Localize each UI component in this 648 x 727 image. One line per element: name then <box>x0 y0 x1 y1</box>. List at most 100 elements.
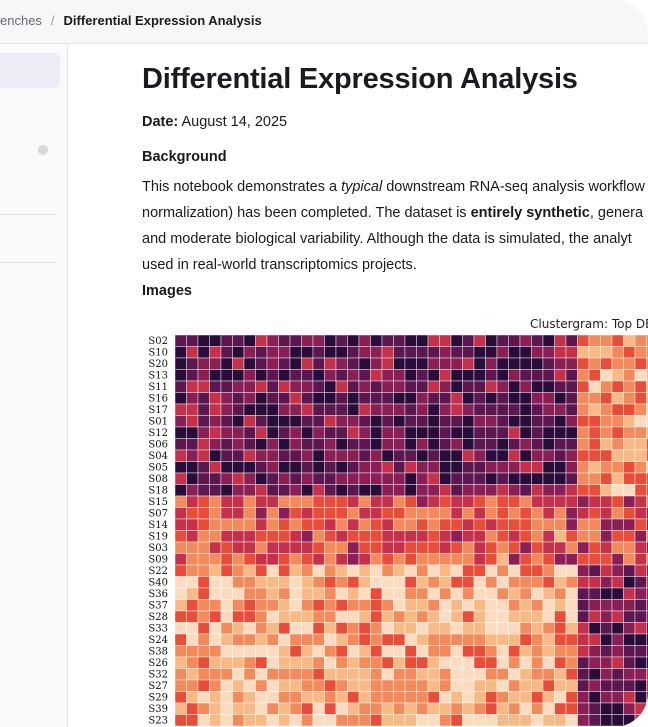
heatmap-cell <box>370 691 383 704</box>
heatmap-cell <box>565 380 578 393</box>
heatmap-cell <box>197 346 210 359</box>
heatmap-cell <box>462 438 475 451</box>
heatmap-cell <box>393 679 406 692</box>
heatmap-cell <box>174 679 187 692</box>
heatmap-cell <box>174 645 187 658</box>
heatmap-cell <box>335 380 348 393</box>
heatmap-cell <box>623 403 636 416</box>
heatmap-cell <box>611 403 624 416</box>
heatmap-cell <box>335 645 348 658</box>
heatmap-cell <box>450 564 463 577</box>
heatmap-cell <box>335 691 348 704</box>
heatmap-cell <box>600 564 613 577</box>
heatmap-cell <box>531 449 544 462</box>
heatmap-cell <box>531 380 544 393</box>
heatmap-cell <box>393 656 406 669</box>
heatmap-cell <box>508 449 521 462</box>
heatmap-cell <box>301 530 314 543</box>
heatmap-cell <box>335 495 348 508</box>
heatmap-cell <box>427 553 440 566</box>
heatmap-cell <box>542 415 555 428</box>
heatmap-cell <box>623 530 636 543</box>
heatmap-cell <box>393 587 406 600</box>
heatmap-cell <box>565 334 578 347</box>
heatmap-cell <box>427 564 440 577</box>
heatmap-cell <box>577 645 590 658</box>
heatmap-cell <box>611 472 624 485</box>
heatmap-cell <box>439 518 452 531</box>
heatmap-cell <box>370 656 383 669</box>
heatmap-cell <box>623 553 636 566</box>
heatmap-cell <box>324 553 337 566</box>
heatmap-cell <box>473 702 486 715</box>
heatmap-cell <box>531 484 544 497</box>
heatmap-cell <box>600 645 613 658</box>
heatmap-cell <box>542 668 555 681</box>
heatmap-cell <box>600 622 613 635</box>
heatmap-cell <box>347 346 360 359</box>
heatmap-cell <box>197 679 210 692</box>
heatmap-cell <box>531 334 544 347</box>
heatmap-cell <box>266 645 279 658</box>
heatmap-cell <box>324 472 337 485</box>
heatmap-cell <box>485 541 498 554</box>
heatmap-cell <box>381 645 394 658</box>
heatmap-cell <box>600 714 613 727</box>
heatmap-cell <box>220 610 233 623</box>
heatmap-cell <box>186 714 199 727</box>
heatmap-cell <box>358 622 371 635</box>
heatmap-cell <box>439 541 452 554</box>
heatmap-cell <box>496 484 509 497</box>
heatmap-cell <box>324 702 337 715</box>
heatmap-cell <box>450 553 463 566</box>
heatmap-cell <box>554 403 567 416</box>
heatmap-cell <box>335 507 348 520</box>
heatmap-cell <box>565 633 578 646</box>
heatmap-cell <box>554 645 567 658</box>
heatmap-cell <box>266 461 279 474</box>
heatmap-cell <box>243 426 256 439</box>
heatmap-cell <box>289 403 302 416</box>
heatmap-cell <box>278 656 291 669</box>
heatmap-cell <box>600 357 613 370</box>
heatmap-cell <box>393 357 406 370</box>
heatmap-cell <box>393 334 406 347</box>
heatmap-cell <box>473 610 486 623</box>
heatmap-cell <box>358 461 371 474</box>
heatmap-cell <box>347 415 360 428</box>
row-label: S19 <box>148 531 168 542</box>
heatmap-cell <box>197 622 210 635</box>
heatmap-cell <box>611 530 624 543</box>
row-label: S05 <box>148 462 168 473</box>
heatmap-cell <box>243 495 256 508</box>
heatmap-cell <box>427 472 440 485</box>
heatmap-cell <box>588 702 601 715</box>
heatmap-cell <box>496 553 509 566</box>
sidebar-item-selected[interactable] <box>0 53 60 88</box>
heatmap-cell <box>370 507 383 520</box>
heatmap-cell <box>289 530 302 543</box>
heatmap-cell <box>312 495 325 508</box>
heatmap-cell <box>186 507 199 520</box>
heatmap-cell <box>209 449 222 462</box>
heatmap-cell <box>565 645 578 658</box>
heatmap-cell <box>416 438 429 451</box>
heatmap-cell <box>381 702 394 715</box>
heatmap-cell <box>220 438 233 451</box>
row-label: S04 <box>148 451 168 462</box>
breadcrumb-parent[interactable]: enches <box>0 13 42 28</box>
heatmap-cell <box>646 346 648 359</box>
heatmap-cell <box>197 599 210 612</box>
heatmap-cell <box>220 668 233 681</box>
heatmap-cell <box>577 633 590 646</box>
heatmap-cell <box>496 530 509 543</box>
heatmap-cell <box>646 633 648 646</box>
heatmap-cell <box>312 702 325 715</box>
heatmap-cell <box>266 403 279 416</box>
heatmap-cell <box>209 346 222 359</box>
heatmap-cell <box>623 679 636 692</box>
heatmap-cell <box>347 380 360 393</box>
heatmap-cell <box>416 691 429 704</box>
heatmap-cell <box>462 346 475 359</box>
heatmap-cell <box>427 702 440 715</box>
